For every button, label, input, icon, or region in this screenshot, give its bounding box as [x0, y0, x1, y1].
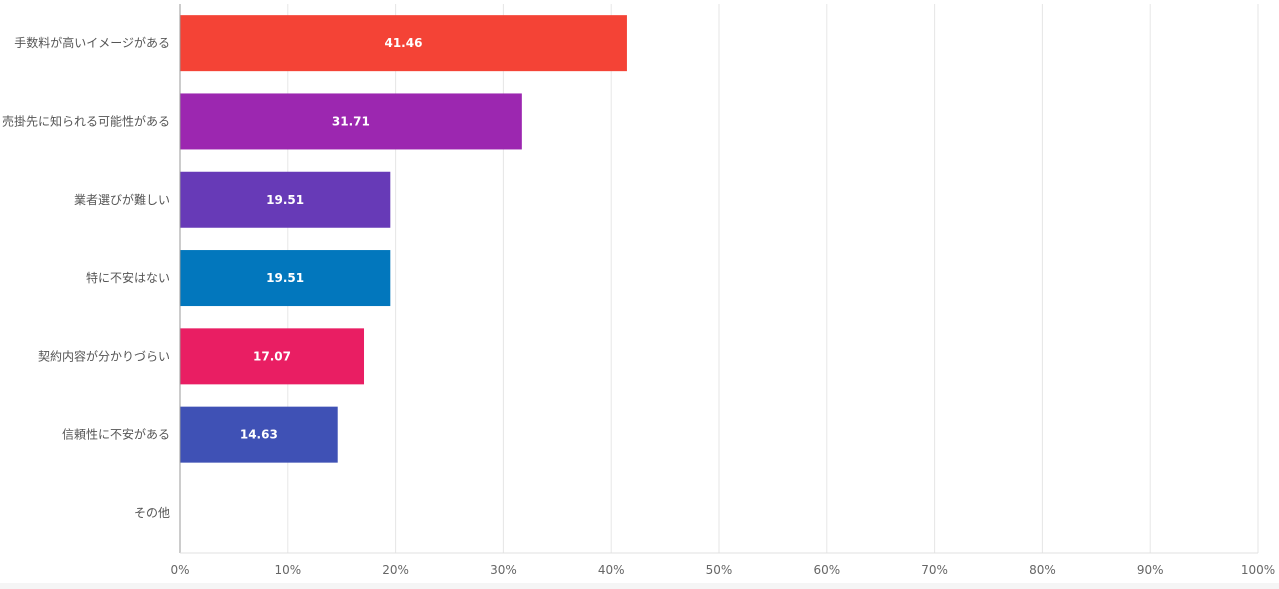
bar: [180, 328, 365, 385]
x-tick-label: 40%: [598, 563, 625, 577]
bar: [180, 171, 391, 228]
category-label: 手数料が高いイメージがある: [14, 35, 170, 50]
axes: [179, 4, 1258, 554]
x-tick-label: 20%: [382, 563, 409, 577]
category-label: 業者選びが難しい: [74, 192, 170, 207]
category-label: 契約内容が分かりづらい: [38, 348, 170, 363]
x-tick-label: 80%: [1029, 563, 1056, 577]
data-label: 14.63: [240, 428, 278, 442]
bar: [180, 406, 338, 463]
grid-lines: [287, 4, 1259, 553]
bar: [180, 250, 391, 307]
bar: [180, 15, 627, 72]
bar: [180, 93, 522, 150]
x-tick-label: 10%: [274, 563, 301, 577]
x-tick-label: 50%: [706, 563, 733, 577]
bars: [180, 15, 627, 463]
data-label: 19.51: [266, 193, 304, 207]
category-label: その他: [134, 506, 170, 520]
x-tick-label: 70%: [921, 563, 948, 577]
category-label: 売掛先に知られる可能性がある: [2, 113, 170, 128]
data-label: 19.51: [266, 271, 304, 285]
x-tick-label: 90%: [1137, 563, 1164, 577]
category-label: 信頼性に不安がある: [62, 427, 170, 442]
bottom-strip: [0, 583, 1279, 589]
x-tick-label: 0%: [170, 563, 189, 577]
x-tick-label: 60%: [813, 563, 840, 577]
data-label: 41.46: [384, 36, 422, 50]
data-label: 31.71: [332, 114, 370, 128]
data-label: 17.07: [253, 349, 291, 363]
labels: 0% 10% 20% 30% 40% 50% 60% 70% 80% 90% 100% 手数料が高いイ…: [2, 35, 1275, 577]
category-label: 特に不安はない: [86, 270, 170, 285]
x-tick-label: 100%: [1241, 563, 1275, 577]
x-tick-label: 30%: [490, 563, 517, 577]
